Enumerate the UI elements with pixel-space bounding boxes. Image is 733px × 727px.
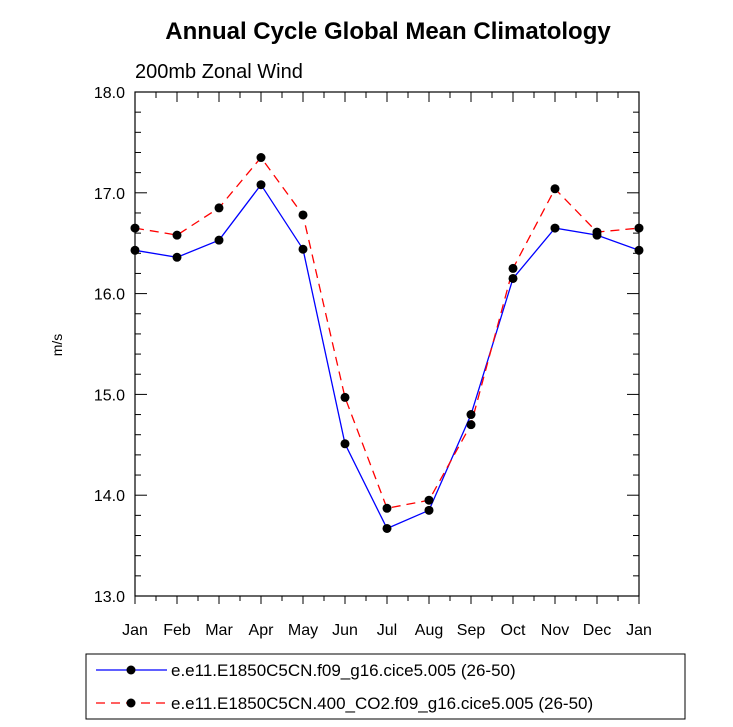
series-1-point bbox=[550, 223, 560, 233]
series-1-point bbox=[340, 439, 350, 449]
y-tick-label: 17.0 bbox=[94, 186, 125, 203]
series-1-point bbox=[424, 505, 434, 515]
legend-marker-1 bbox=[126, 665, 136, 675]
series-2-point bbox=[340, 392, 350, 402]
series-layer bbox=[130, 153, 644, 533]
legend: e.e11.E1850C5CN.f09_g16.cice5.005 (26-50… bbox=[85, 653, 686, 720]
series-2-point bbox=[466, 420, 476, 430]
series-2-point bbox=[214, 203, 224, 213]
x-tick-label: Jul bbox=[377, 622, 397, 639]
series-2-point bbox=[382, 503, 392, 513]
legend-box bbox=[85, 653, 686, 720]
series-2-point bbox=[592, 227, 602, 237]
axis-ticks bbox=[134, 91, 640, 604]
legend-label-2: e.e11.E1850C5CN.400_CO2.f09_g16.cice5.00… bbox=[171, 694, 593, 713]
y-tick-label: 14.0 bbox=[94, 488, 125, 505]
x-tick-label: Dec bbox=[583, 622, 611, 639]
x-tick-label: Sep bbox=[457, 622, 486, 639]
x-tick-label: Jun bbox=[332, 622, 358, 639]
y-tick-labels: 13.0 14.0 15.0 16.0 17.0 18.0 bbox=[94, 85, 125, 606]
series-line-1 bbox=[134, 183, 640, 530]
x-tick-label: Mar bbox=[205, 622, 233, 639]
x-tick-label: May bbox=[288, 622, 318, 639]
x-tick-label: Nov bbox=[541, 622, 569, 639]
series-1-point bbox=[256, 180, 266, 190]
series-1-point bbox=[214, 235, 224, 245]
y-tick-label: 18.0 bbox=[94, 85, 125, 102]
series-2-point bbox=[508, 263, 518, 273]
series-2-point bbox=[172, 230, 182, 240]
chart-title: Annual Cycle Global Mean Climatology bbox=[165, 18, 611, 45]
legend-label-1: e.e11.E1850C5CN.f09_g16.cice5.005 (26-50… bbox=[171, 661, 516, 680]
series-2-point bbox=[298, 210, 308, 220]
series-2-point bbox=[424, 495, 434, 505]
y-tick-label: 13.0 bbox=[94, 589, 125, 606]
legend-marker-2 bbox=[126, 698, 136, 708]
series-2-point bbox=[256, 153, 266, 163]
series-line-2 bbox=[134, 156, 640, 510]
series-1-point bbox=[298, 244, 308, 254]
x-tick-label: Jan bbox=[122, 622, 148, 639]
x-tick-label: Apr bbox=[249, 622, 275, 639]
series-1-point bbox=[382, 523, 392, 533]
x-tick-label: Aug bbox=[415, 622, 443, 639]
plot-frame bbox=[134, 91, 640, 597]
chart-subtitle: 200mb Zonal Wind bbox=[135, 61, 303, 83]
x-tick-label: Feb bbox=[163, 622, 191, 639]
series-1-point bbox=[508, 273, 518, 283]
y-tick-label: 15.0 bbox=[94, 387, 125, 404]
x-tick-labels: Jan Feb Mar Apr May Jun Jul Aug Sep Oct Nov Dec Jan bbox=[122, 622, 652, 639]
x-tick-label: Oct bbox=[501, 622, 526, 639]
y-axis-label: m/s bbox=[49, 334, 65, 357]
series-2-point bbox=[550, 184, 560, 194]
series-1-point bbox=[172, 252, 182, 262]
y-tick-label: 16.0 bbox=[94, 287, 125, 304]
x-tick-label: Jan bbox=[626, 622, 652, 639]
series-1-point bbox=[466, 410, 476, 420]
